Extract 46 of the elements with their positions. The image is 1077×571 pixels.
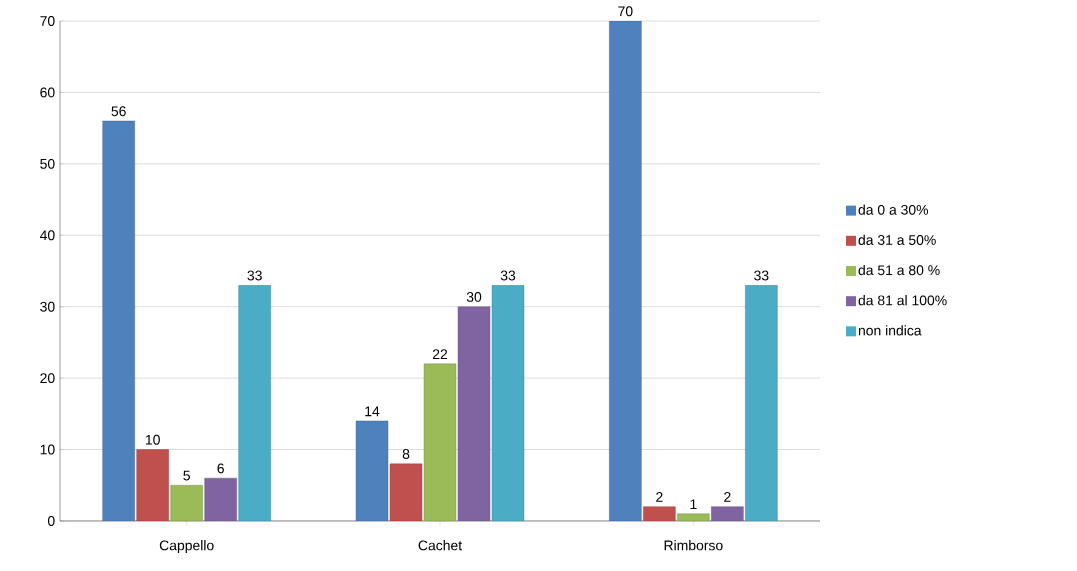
x-tick-label: Cappello	[159, 540, 214, 554]
data-label: 22	[432, 349, 448, 359]
bar	[745, 285, 778, 521]
bar	[491, 285, 525, 521]
bar	[355, 420, 389, 521]
data-label: 2	[724, 492, 731, 502]
y-tick-label: 50	[40, 158, 55, 169]
bar	[457, 306, 491, 521]
y-tick-label: 0	[47, 516, 55, 526]
data-label: 6	[217, 463, 224, 474]
legend-label: non indica	[858, 325, 922, 336]
bar	[711, 506, 744, 521]
bar	[643, 506, 676, 521]
y-tick-label: 20	[40, 373, 55, 384]
bar	[204, 477, 237, 521]
y-tick-label: 70	[40, 16, 55, 26]
bar	[423, 363, 457, 521]
bar	[609, 20, 642, 521]
legend-label: da 51 a 80 %	[858, 264, 940, 276]
bar	[238, 285, 271, 521]
legend-label: da 31 a 50%	[858, 234, 936, 245]
x-tick-label: Rimborso	[664, 540, 723, 551]
y-tick-label: 60	[40, 87, 55, 98]
data-label: 2	[656, 492, 663, 502]
y-tick-label: 40	[39, 230, 55, 241]
y-tick-label: 30	[40, 301, 55, 312]
data-label: 33	[247, 270, 262, 281]
data-label: 14	[365, 406, 380, 417]
x-tick-label: Cachet	[418, 540, 462, 551]
data-label: 30	[466, 291, 482, 302]
bar	[136, 449, 169, 521]
legend-label: da 81 al 100%	[858, 295, 947, 306]
data-label: 8	[402, 449, 410, 459]
bar	[677, 513, 710, 521]
data-label: 33	[754, 270, 769, 281]
y-tick-label: 10	[40, 444, 55, 455]
data-label: 5	[183, 470, 190, 481]
data-label: 56	[111, 106, 126, 117]
legend-label: da 0 a 30%	[858, 204, 929, 215]
bar	[102, 120, 135, 521]
bar	[389, 463, 423, 521]
data-label: 10	[145, 434, 160, 445]
data-label: 1	[690, 499, 697, 509]
bar	[170, 485, 203, 521]
data-label: 70	[618, 6, 633, 17]
data-label: 33	[500, 270, 516, 281]
